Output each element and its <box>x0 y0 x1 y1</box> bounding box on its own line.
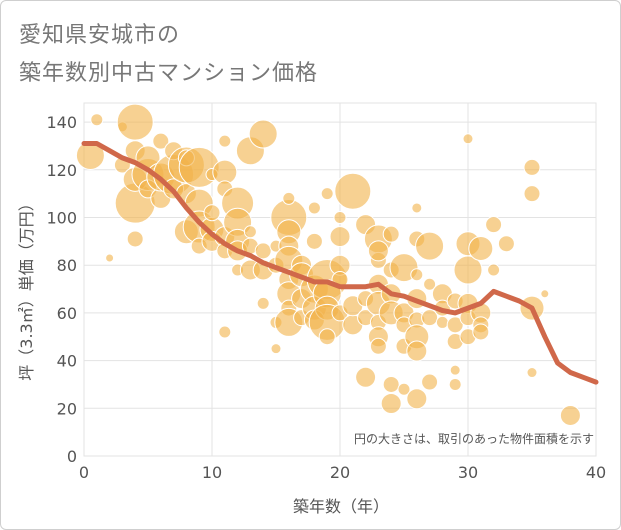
data-point <box>435 315 449 329</box>
data-point <box>256 296 270 310</box>
data-point <box>382 225 400 243</box>
chart-title-line-2: 築年数別中古マンション価格 <box>19 61 319 86</box>
data-point <box>254 242 272 260</box>
bubble-layer <box>75 103 581 426</box>
data-point <box>382 375 400 393</box>
x-tick-label: 10 <box>202 463 222 482</box>
data-point <box>243 225 257 239</box>
data-point <box>203 204 221 222</box>
data-point <box>497 235 515 253</box>
data-point <box>526 367 538 379</box>
data-point <box>411 202 423 214</box>
tick-labels: 0 20 40 60 80 100 120 140 0 10 20 30 40 <box>46 113 606 482</box>
data-point <box>406 388 428 410</box>
data-point <box>446 316 464 334</box>
data-point <box>367 240 389 262</box>
data-point <box>540 289 550 299</box>
data-point <box>152 132 170 150</box>
y-tick-label: 60 <box>57 304 77 323</box>
grid-lines <box>83 102 597 457</box>
data-point <box>318 328 336 346</box>
data-point <box>415 231 445 261</box>
data-point <box>523 185 541 203</box>
x-tick-label: 20 <box>330 463 350 482</box>
data-point <box>468 235 494 261</box>
data-point <box>523 158 541 176</box>
trend-line <box>81 141 599 385</box>
data-point <box>126 230 144 248</box>
y-tick-label: 120 <box>46 161 77 180</box>
data-point <box>355 366 377 388</box>
data-point <box>397 382 411 396</box>
y-tick-label: 0 <box>67 447 77 466</box>
data-point <box>406 340 428 362</box>
y-tick-label: 40 <box>57 352 77 371</box>
data-point <box>421 309 439 327</box>
data-point <box>333 210 347 224</box>
data-point <box>334 172 372 210</box>
data-point <box>410 268 424 282</box>
data-point <box>329 226 351 248</box>
data-point <box>218 134 232 148</box>
x-tick-label: 30 <box>458 463 478 482</box>
data-point <box>116 103 154 141</box>
data-point <box>453 255 483 285</box>
y-tick-label: 140 <box>46 113 77 132</box>
data-point <box>380 393 402 415</box>
y-tick-label: 100 <box>46 208 77 227</box>
data-point <box>421 373 439 391</box>
y-tick-label: 20 <box>57 399 77 418</box>
data-point <box>105 253 115 263</box>
data-point <box>423 277 437 291</box>
x-tick-label: 40 <box>586 463 606 482</box>
data-point <box>448 377 462 391</box>
data-point <box>487 263 501 277</box>
data-point <box>369 337 387 355</box>
chart-title-line-1: 愛知県安城市の <box>19 23 181 48</box>
size-legend-note: 円の大きさは、取引のあった物件面積を示す <box>354 431 594 446</box>
data-point <box>248 119 278 149</box>
data-point <box>282 191 296 205</box>
data-point <box>307 201 321 215</box>
data-point <box>559 404 581 426</box>
data-point <box>462 133 474 145</box>
x-axis-title: 築年数（年） <box>293 497 389 516</box>
x-tick-label: 0 <box>79 463 89 482</box>
data-point <box>472 323 490 341</box>
data-point <box>485 216 503 234</box>
data-point <box>270 343 282 355</box>
y-axis-title: 坪（3.3㎡）単価（万円） <box>17 195 36 380</box>
data-point <box>320 187 334 201</box>
data-point <box>218 325 232 339</box>
data-point <box>305 232 323 250</box>
y-tick-label: 80 <box>57 256 77 275</box>
data-point <box>90 113 104 127</box>
data-point <box>178 146 220 188</box>
data-point <box>449 364 461 376</box>
